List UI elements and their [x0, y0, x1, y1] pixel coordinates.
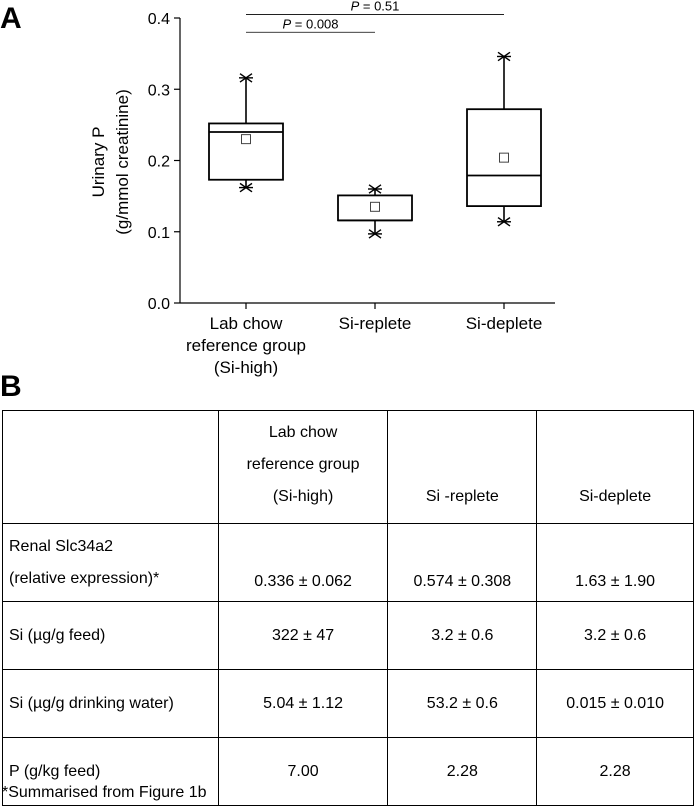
y-tick-label: 0.4 — [148, 11, 170, 28]
header-lab-chow-line3: (Si-high) — [272, 488, 334, 505]
header-lab-chow: Lab chow reference group (Si-high) — [217, 410, 389, 524]
significance-annotations: P = 0.008 P = 0.51 — [246, 0, 504, 33]
y-tick-label: 0.3 — [148, 82, 170, 99]
mean-marker — [499, 152, 509, 163]
mean-marker — [370, 201, 380, 212]
boxes — [208, 51, 542, 239]
row-label-si-feed: Si (µg/g feed) — [2, 601, 219, 670]
box-2 — [466, 51, 542, 227]
x-category-label: Lab chow reference group (Si-high) — [156, 313, 336, 379]
table-row: Renal Slc34a2 (relative expression)* 0.3… — [2, 523, 694, 602]
table-cell: 7.00 — [217, 737, 389, 806]
x-category-label-line: (Si-high) — [213, 358, 279, 377]
summary-table: Lab chow reference group (Si-high) Si -r… — [2, 410, 694, 806]
y-ticks: 0.0 0.1 0.2 0.3 0.4 — [148, 11, 505, 313]
table-cell: 322 ± 47 — [217, 601, 389, 670]
x-category-label-line: Lab chow — [209, 314, 283, 333]
panel-a-letter: A — [0, 2, 22, 35]
table-cell: 0.015 ± 0.010 — [536, 669, 694, 738]
x-category-label-line: Si-deplete — [465, 314, 543, 333]
iqr-box — [466, 108, 542, 207]
header-empty-cell — [2, 410, 219, 524]
p-value-label: P = 0.008 — [282, 16, 338, 31]
row-label-p-feed: P (g/kg feed) — [2, 737, 219, 806]
x-category-label: Si-deplete — [414, 313, 594, 335]
y-tick-label: 0.0 — [148, 296, 170, 313]
panel-b-letter: B — [0, 370, 22, 403]
x-category-label: Si-replete — [285, 313, 465, 335]
y-axis-label: Urinary P (g/mmol creatinine) — [89, 89, 132, 235]
header-lab-chow-line1: Lab chow — [268, 424, 338, 441]
header-si-deplete: Si-deplete — [536, 410, 694, 524]
table-row: Si (µg/g drinking water) 5.04 ± 1.12 53.… — [2, 669, 694, 738]
box-1 — [337, 184, 413, 239]
table-cell: 3.2 ± 0.6 — [387, 601, 538, 670]
table-row: P (g/kg feed) 7.00 2.28 2.28 — [2, 737, 694, 806]
y-tick-label: 0.2 — [148, 154, 170, 171]
y-tick-label: 0.1 — [148, 225, 170, 242]
y-axis-label-line1: Urinary P — [89, 127, 108, 198]
mean-marker — [241, 134, 251, 145]
table-cell: 5.04 ± 1.12 — [217, 669, 389, 738]
row-label-si-water: Si (µg/g drinking water) — [2, 669, 219, 738]
box-0 — [208, 73, 284, 193]
iqr-box — [208, 122, 284, 181]
p-value-label: P = 0.51 — [351, 0, 400, 13]
row-label-slc34a2: Renal Slc34a2 (relative expression)* — [2, 523, 219, 602]
header-lab-chow-line2: reference group — [246, 456, 360, 473]
table-cell: 3.2 ± 0.6 — [536, 601, 694, 670]
table-cell: 2.28 — [387, 737, 538, 806]
table-cell: 1.63 ± 1.90 — [536, 523, 694, 602]
footnote: *Summarised from Figure 1b — [2, 784, 207, 801]
table-cell: 53.2 ± 0.6 — [387, 669, 538, 738]
x-category-label-line: Si-replete — [338, 314, 412, 333]
y-axis-label-line2: (g/mmol creatinine) — [113, 89, 132, 235]
table-row: Si (µg/g feed) 322 ± 47 3.2 ± 0.6 3.2 ± … — [2, 601, 694, 670]
x-category-label-line: reference group — [185, 336, 307, 355]
table-cell: 0.574 ± 0.308 — [387, 523, 538, 602]
table-cell: 2.28 — [536, 737, 694, 806]
table-cell: 0.336 ± 0.062 — [217, 523, 389, 602]
urinary-p-boxplot: Urinary P (g/mmol creatinine) 0.00.10.20… — [89, 0, 555, 313]
header-si-replete: Si -replete — [387, 410, 538, 524]
